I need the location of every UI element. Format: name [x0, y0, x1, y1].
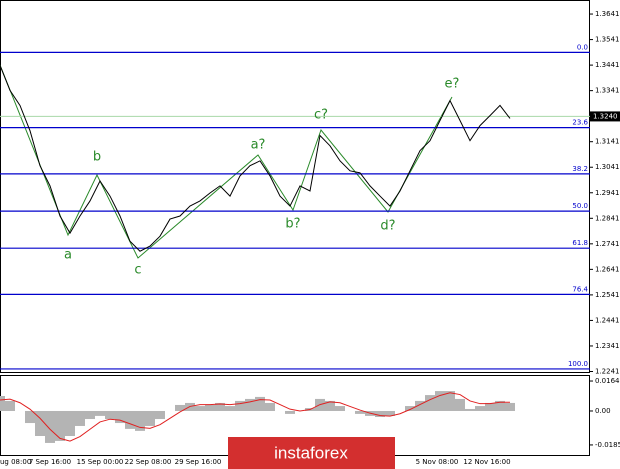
y-tick-label: 1.3141	[595, 138, 620, 146]
wave-label: e?	[445, 77, 460, 92]
osc-bar	[375, 410, 385, 418]
x-tick-label: 29 Sep 16:00	[175, 458, 222, 466]
osc-bar	[255, 396, 265, 411]
osc-bar	[125, 410, 135, 429]
osc-bar	[265, 402, 275, 411]
osc-bar	[215, 402, 225, 411]
osc-bar	[475, 406, 485, 411]
fib-label: 50.0	[572, 202, 588, 210]
x-tick-label: ug 08:00	[0, 458, 31, 466]
fib-label: 23.6	[572, 119, 588, 127]
fib-label: 76.4	[572, 285, 588, 293]
osc-bar	[145, 410, 155, 426]
osc-bar	[235, 400, 245, 411]
y-tick-label: 1.3641	[595, 10, 620, 18]
osc-bar	[205, 404, 215, 411]
osc-bar	[495, 400, 505, 411]
current-price-label: 1.3240	[593, 112, 618, 120]
wave-label: d?	[380, 219, 395, 234]
osc-bar	[335, 406, 345, 411]
osc-bar	[325, 400, 335, 411]
x-tick-label: 15 Sep 00:00	[77, 458, 124, 466]
osc-bar	[405, 406, 415, 411]
osc-bar	[465, 408, 475, 411]
y-tick-label: 1.3041	[595, 163, 620, 171]
y-tick-label: 1.2241	[595, 367, 620, 375]
osc-bar	[25, 410, 35, 424]
wave-label: b?	[285, 217, 300, 232]
wave-lines	[0, 64, 453, 259]
x-tick-label: 5 Nov 08:00	[416, 458, 459, 466]
y-tick-label: 1.2441	[595, 316, 620, 324]
wave-label: c	[134, 263, 141, 278]
y-tick-label: 1.2541	[595, 291, 620, 299]
watermark: instaforex	[274, 443, 348, 462]
x-tick-label: 22 Sep 08:00	[125, 458, 172, 466]
osc-bar	[55, 410, 65, 441]
osc-bar	[75, 410, 85, 426]
y-tick-label: 1.3541	[595, 36, 620, 44]
y-tick-label: 1.2941	[595, 189, 620, 197]
osc-bar	[85, 410, 95, 420]
main-frame	[0, 0, 590, 373]
osc-y-tick-label: -0.01859	[595, 441, 620, 449]
osc-bar	[95, 410, 105, 416]
osc-bar	[505, 402, 515, 411]
watermark-box	[228, 437, 395, 469]
osc-signal	[0, 392, 510, 442]
x-tick-label: 7 Sep 16:00	[29, 458, 71, 466]
x-tick-label: 12 Nov 16:00	[463, 458, 510, 466]
fib-label: 61.8	[572, 239, 588, 247]
osc-y-tick-label: 0.0164	[595, 377, 620, 385]
osc-bar	[105, 410, 115, 420]
osc-bar	[35, 410, 45, 437]
fib-label: 38.2	[572, 165, 588, 173]
wave-label: b	[93, 150, 101, 165]
osc-bar	[485, 402, 495, 411]
price-line	[0, 65, 511, 252]
osc-bar	[285, 410, 295, 414]
osc-bar	[455, 398, 465, 411]
y-tick-label: 1.2341	[595, 342, 620, 350]
wave-label: a?	[251, 138, 266, 153]
osc-bar	[355, 410, 365, 414]
osc-bar	[115, 410, 125, 424]
osc-bar	[435, 391, 445, 411]
y-tick-label: 1.3341	[595, 87, 620, 95]
y-tick-label: 1.2741	[595, 240, 620, 248]
plot-layer: 1.3641 1.3541 1.3441 1.3341 1.3141 1.3041 1.29…	[0, 10, 620, 469]
osc-bar	[5, 400, 15, 411]
y-tick-label: 1.2641	[595, 265, 620, 273]
osc-bar	[155, 410, 165, 420]
fib-label: 100.0	[568, 360, 588, 368]
osc-bar	[245, 398, 255, 411]
osc-y-tick-label: 0.00	[595, 407, 611, 415]
y-tick-label: 1.2841	[595, 214, 620, 222]
osc-bar	[195, 406, 205, 411]
osc-bar	[175, 404, 185, 411]
current-price-box	[590, 111, 620, 122]
osc-bar	[0, 396, 5, 411]
osc-bar	[45, 410, 55, 443]
osc-bar	[385, 410, 395, 416]
osc-bar	[135, 410, 145, 431]
osc-bar	[425, 395, 435, 411]
osc-bar	[225, 406, 235, 411]
fib-label: 0.0	[577, 43, 588, 51]
wave-label: a	[64, 248, 72, 263]
osc-bar	[415, 400, 425, 411]
osc-bar	[445, 391, 455, 411]
wave-label: c?	[314, 108, 328, 123]
y-tick-label: 1.3441	[595, 61, 620, 69]
osc-bar	[65, 410, 75, 437]
